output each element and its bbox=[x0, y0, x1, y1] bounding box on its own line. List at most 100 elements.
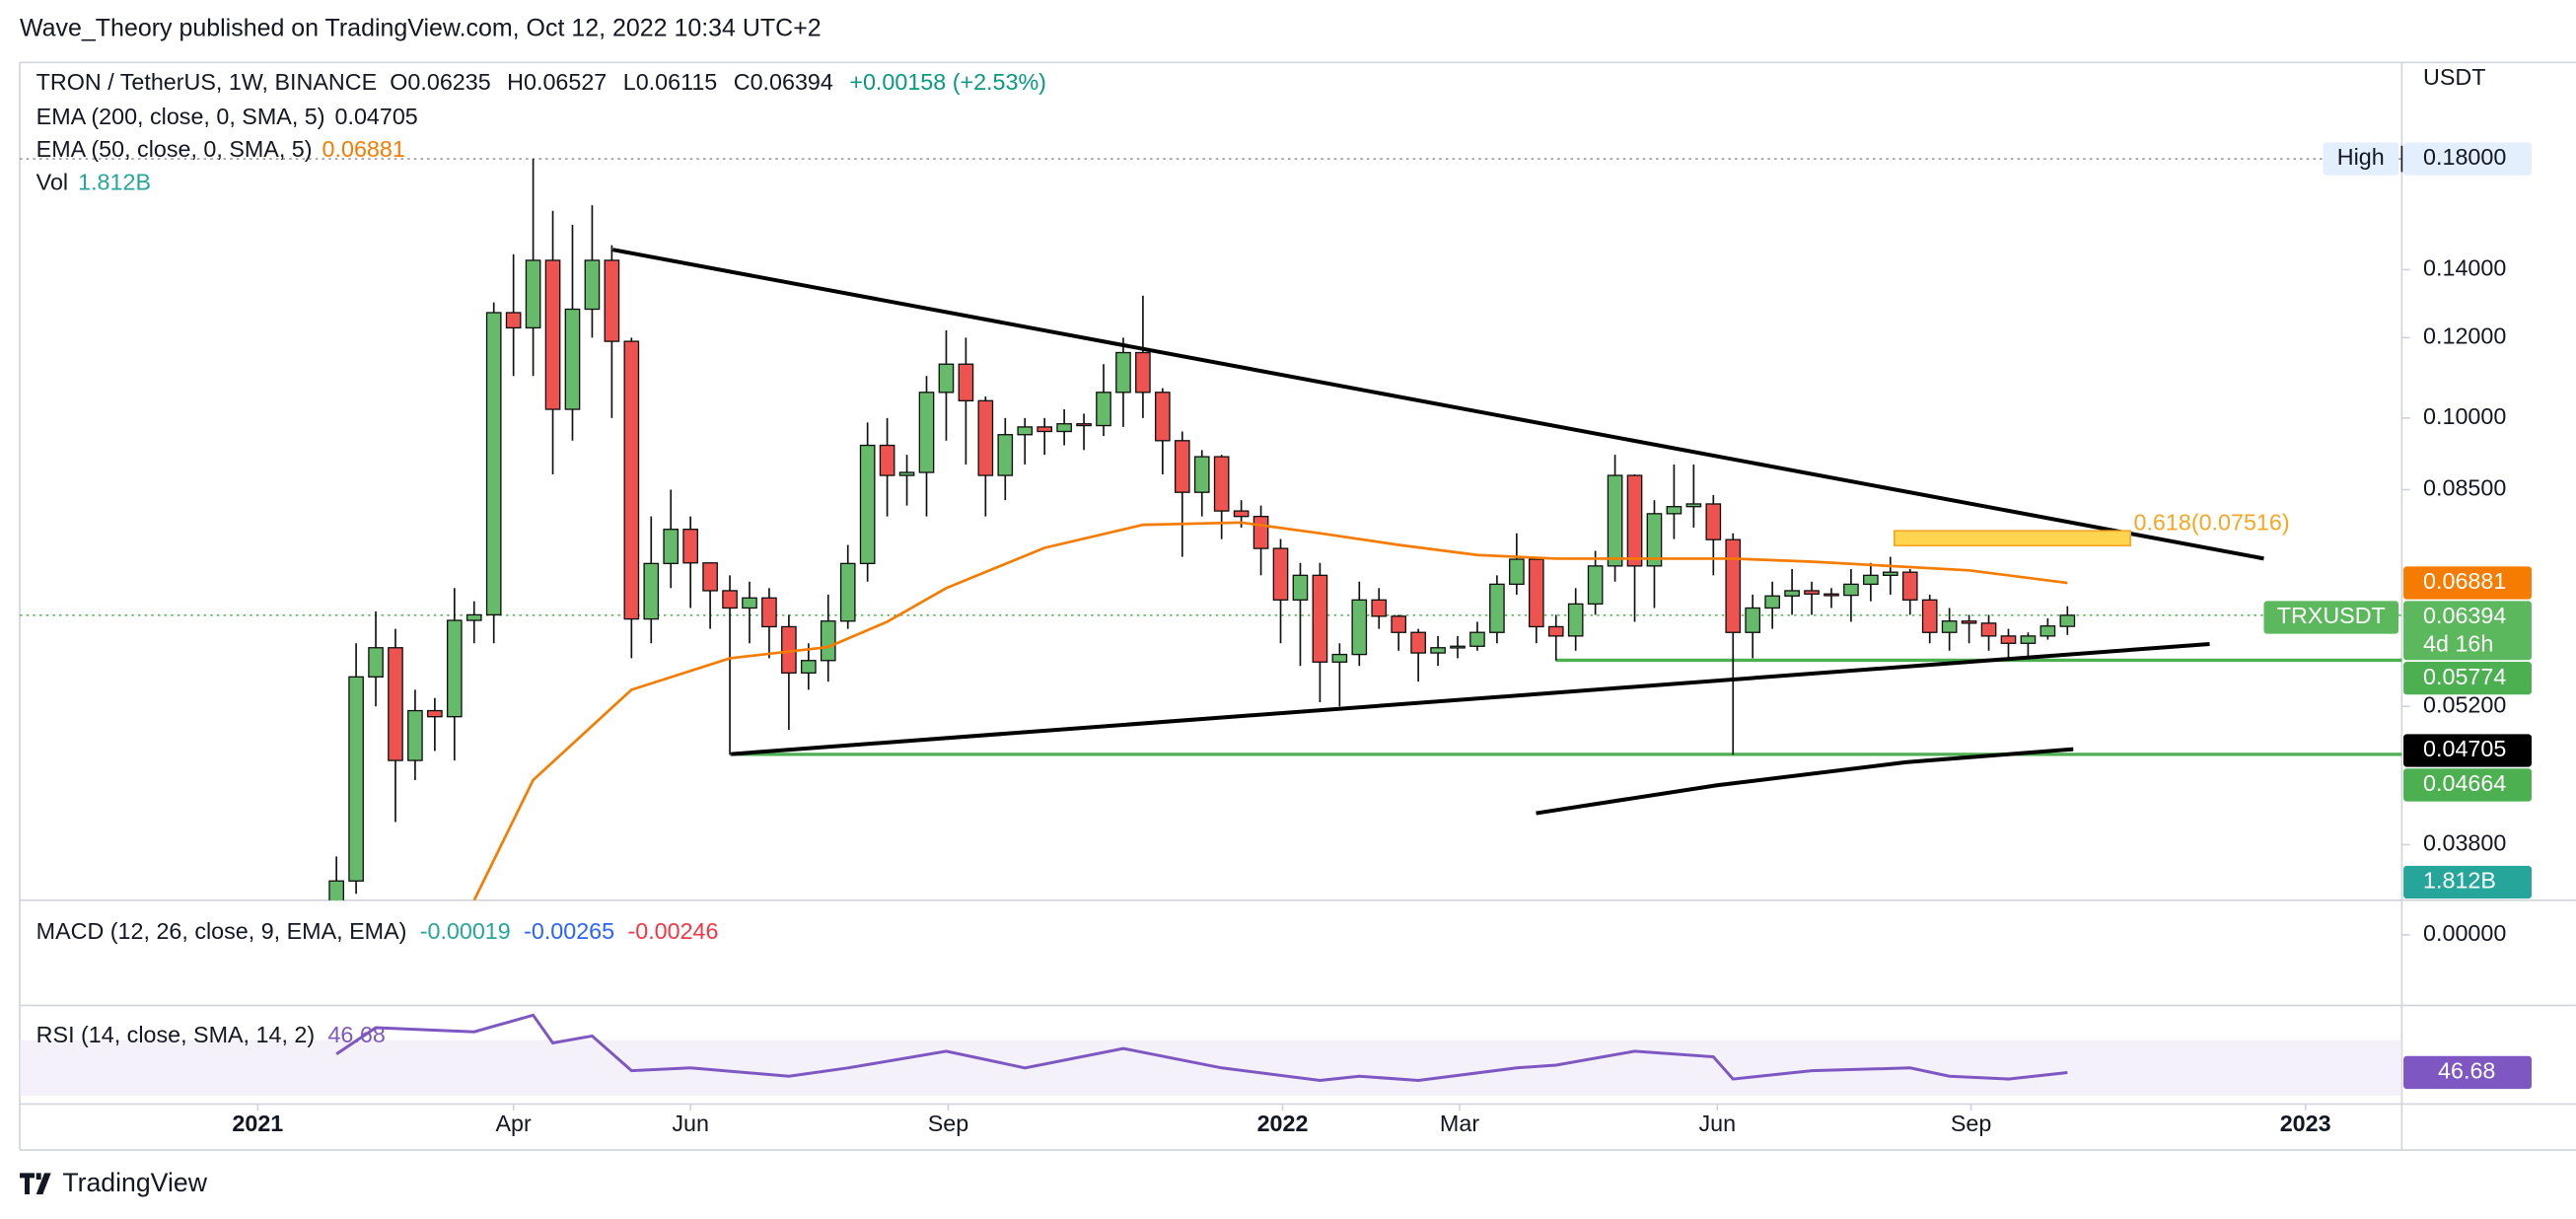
y-tick-label: 0.08500 bbox=[2423, 475, 2506, 501]
candle-body bbox=[938, 363, 955, 394]
candle-body bbox=[328, 880, 344, 900]
candle-body bbox=[761, 597, 777, 628]
macd-title: MACD (12, 26, close, 9, EMA, EMA) bbox=[36, 918, 407, 944]
candle-body bbox=[584, 259, 601, 311]
rsi-title: RSI (14, close, SMA, 14, 2) bbox=[36, 1022, 315, 1047]
y-unit: USDT bbox=[2423, 64, 2485, 90]
x-tick-label: Sep bbox=[928, 1111, 968, 1136]
candle-body bbox=[1331, 653, 1348, 663]
candle-body bbox=[544, 259, 561, 410]
candle-body bbox=[1626, 474, 1643, 567]
indicator-name: EMA (50, close, 0, SMA, 5) bbox=[36, 136, 313, 162]
ohlc-close: C0.06394 bbox=[734, 69, 833, 95]
candle-body bbox=[1017, 426, 1034, 436]
candle-body bbox=[1272, 547, 1289, 601]
candle-body bbox=[1155, 392, 1171, 442]
candle-body bbox=[2000, 635, 2017, 644]
y-tick-label: 0.05200 bbox=[2423, 691, 2506, 717]
candle-body bbox=[682, 529, 698, 564]
indicator-name: Vol bbox=[36, 170, 68, 195]
candle-body bbox=[1941, 620, 1958, 633]
candle-body bbox=[348, 676, 364, 882]
symbol-title: TRON / TetherUS, 1W, BINANCE bbox=[36, 69, 377, 95]
price-tag-label: 0.04705 bbox=[2423, 736, 2506, 761]
candle-body bbox=[1607, 474, 1623, 567]
candle-body bbox=[1567, 603, 1584, 637]
ohlc-open: O0.06235 bbox=[390, 69, 490, 95]
candle-body bbox=[1371, 599, 1388, 617]
candle-body bbox=[446, 619, 463, 718]
candle-body bbox=[722, 590, 738, 610]
candle-body bbox=[820, 620, 836, 662]
brand-name: TradingView bbox=[62, 1168, 207, 1197]
candle-body bbox=[839, 562, 856, 622]
price-tag-label: 0.06394 bbox=[2423, 603, 2506, 628]
ema-line bbox=[472, 521, 2068, 900]
macd-legend: MACD (12, 26, close, 9, EMA, EMA) -0.0001… bbox=[36, 918, 719, 944]
candle-body bbox=[1646, 513, 1663, 567]
x-tick-label: Jun bbox=[1699, 1111, 1737, 1136]
plot-area bbox=[328, 159, 2402, 900]
candle-body bbox=[1745, 607, 1761, 633]
x-tick-label: Mar bbox=[1440, 1111, 1479, 1136]
price-tag-name: TRXUSDT bbox=[2277, 603, 2386, 628]
candle-body bbox=[1901, 571, 1918, 601]
brand-logo bbox=[20, 1173, 51, 1195]
x-tick-label: 2023 bbox=[2280, 1111, 2331, 1136]
trend-lines bbox=[612, 248, 2264, 816]
price-tag-name-bg bbox=[2323, 142, 2399, 176]
candle-body bbox=[859, 444, 876, 565]
candle-body bbox=[1213, 456, 1230, 512]
fib-band bbox=[1893, 530, 2131, 547]
candle-body bbox=[1804, 590, 1820, 595]
candle-body bbox=[2059, 614, 2076, 627]
candle-body bbox=[1980, 622, 1997, 637]
background-layer bbox=[20, 158, 2402, 616]
trend-line bbox=[612, 248, 2264, 561]
candle-body bbox=[1489, 583, 1505, 633]
candle-body bbox=[1391, 615, 1407, 633]
frames bbox=[19, 61, 2576, 1151]
candle-body bbox=[977, 399, 994, 476]
candle-body bbox=[643, 562, 660, 620]
x-tick-label: Jun bbox=[672, 1111, 709, 1136]
price-tag bbox=[2403, 566, 2532, 600]
candle-body bbox=[388, 647, 403, 761]
x-tick-label: 2021 bbox=[232, 1111, 283, 1136]
candle-body bbox=[1292, 574, 1309, 601]
rsi-value: 46.68 bbox=[327, 1022, 385, 1047]
publisher: Wave_Theory published on TradingView.com… bbox=[20, 15, 822, 42]
y-tick-label: 0.03800 bbox=[2423, 830, 2506, 856]
price-tag bbox=[2403, 601, 2532, 661]
candle-body bbox=[1193, 456, 1210, 493]
price-tag bbox=[2403, 768, 2532, 802]
symbol-legend: TRON / TetherUS, 1W, BINANCE O0.06235 H0… bbox=[36, 69, 1046, 95]
fib-label: 0.618(0.07516) bbox=[2133, 510, 2289, 536]
candle-body bbox=[1076, 423, 1092, 427]
indicator-value: 0.04705 bbox=[335, 104, 418, 129]
candle-body bbox=[1725, 538, 1742, 633]
candle-body bbox=[1252, 515, 1269, 549]
candle-body bbox=[1863, 574, 1879, 586]
indicator-legend: EMA (200, close, 0, SMA, 5) 0.04705 bbox=[36, 104, 418, 129]
price-tag-label: 0.06881 bbox=[2423, 568, 2506, 594]
price-tag-name: High bbox=[2337, 144, 2385, 170]
macd-value: -0.00265 bbox=[524, 918, 614, 944]
x-tick-label: Sep bbox=[1951, 1111, 1991, 1136]
candle-body bbox=[623, 340, 640, 620]
trend-line bbox=[1536, 747, 2074, 816]
ohlc-low: L0.06115 bbox=[623, 69, 718, 95]
candle-body bbox=[1961, 620, 1977, 624]
candle-body bbox=[1784, 590, 1800, 597]
candle-body bbox=[958, 363, 974, 402]
candle-body bbox=[1096, 392, 1111, 427]
price-tag-countdown: 4d 16h bbox=[2423, 630, 2493, 656]
candle-body bbox=[742, 597, 757, 610]
candle-body bbox=[702, 562, 718, 592]
candle-body bbox=[1547, 625, 1564, 637]
candle-body bbox=[1882, 571, 1898, 577]
volume-tag bbox=[2403, 865, 2532, 899]
macd-tick-label: 0.00000 bbox=[2423, 920, 2506, 946]
candle-body bbox=[801, 660, 817, 674]
volume-tag-label: 1.812B bbox=[2423, 868, 2496, 894]
